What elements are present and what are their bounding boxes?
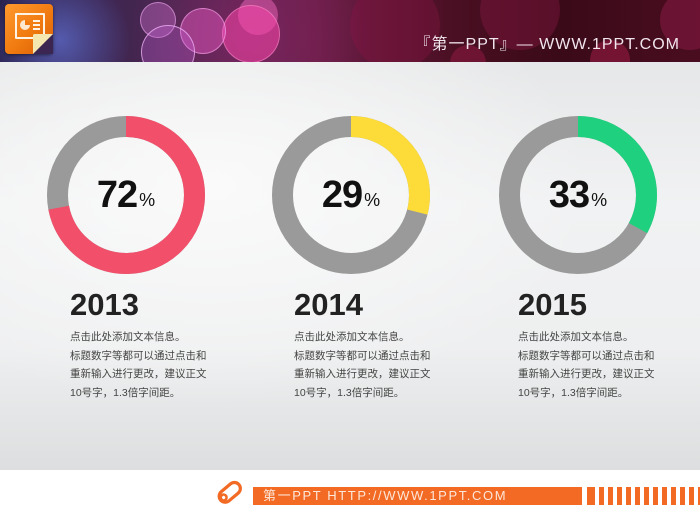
year-block-2015: 2015 点击此处添加文本信息。 标题数字等都可以通过点击和 重新输入进行更改，… [518,288,698,402]
description-line: 点击此处添加文本信息。 [518,331,634,343]
page-fold [33,34,53,54]
percent-value: 33 [548,173,590,216]
donut-chart-2013: 72% [47,116,207,274]
footer: 第一PPT HTTP://WWW.1PPT.COM [0,470,700,525]
description-line: 重新输入进行更改，建议正文 [518,368,655,380]
description-line: 标题数字等都可以通过点击和 [294,349,431,362]
footer-stripes [587,487,700,505]
year-heading: 2014 [294,287,363,322]
donut-chart-2014: 29% [272,116,432,274]
stripe [599,487,604,505]
bokeh-bubble [141,25,195,62]
stripe [644,487,649,505]
year-heading: 2013 [70,287,139,322]
slide-body: 72% 29% 33% 2013 [0,62,700,470]
bokeh-bubble [350,0,440,62]
donut-svg [47,116,205,274]
description-line: 重新输入进行更改，建议正文 [70,368,207,380]
donut-svg [272,116,430,274]
year-block-2013: 2013 点击此处添加文本信息。 标题数字等都可以通过点击和 重新输入进行更改，… [70,288,250,402]
percent-label: 29% [272,116,430,274]
stripe [617,487,622,505]
header-title: 『第一PPT』— WWW.1PPT.COM [414,36,680,53]
stripe [662,487,667,505]
stripe [635,487,640,505]
header-banner: 『第一PPT』— WWW.1PPT.COM [0,0,700,62]
powerpoint-icon [5,4,53,54]
percent-unit: % [364,189,381,210]
bokeh-bubble [590,40,630,62]
percent-value: 72 [96,173,138,216]
percent-unit: % [139,189,156,210]
description-line: 重新输入进行更改，建议正文 [294,368,431,380]
pencil-icon [217,480,242,504]
slide-glyph [15,13,45,39]
pie-glyph [20,20,30,30]
donut-chart-2015: 33% [499,116,659,274]
stripe [608,487,613,505]
percent-label: 72% [47,116,205,274]
donut-svg [499,116,657,274]
year-block-2014: 2014 点击此处添加文本信息。 标题数字等都可以通过点击和 重新输入进行更改，… [294,288,474,402]
description-line: 标题数字等都可以通过点击和 [518,349,655,362]
footer-url-label: 第一PPT HTTP://WWW.1PPT.COM [253,487,582,505]
stripe [626,487,631,505]
stripe [689,487,694,505]
bokeh-bubble [450,45,486,62]
percent-label: 33% [499,116,657,274]
stripe [653,487,658,505]
stripe [698,487,700,505]
description-text: 点击此处添加文本信息。 标题数字等都可以通过点击和 重新输入进行更改，建议正文 … [70,328,250,402]
description-text: 点击此处添加文本信息。 标题数字等都可以通过点击和 重新输入进行更改，建议正文 … [294,328,474,402]
description-line: 10号字，1.3倍字间距。 [70,386,181,399]
description-line: 标题数字等都可以通过点击和 [70,349,207,362]
description-line: 点击此处添加文本信息。 [294,331,410,343]
text-line-glyph [33,28,40,30]
bokeh-bubble [222,5,280,62]
stripe [587,487,595,505]
text-line-glyph [33,20,40,22]
percent-unit: % [591,189,608,210]
stripe [671,487,676,505]
description-text: 点击此处添加文本信息。 标题数字等都可以通过点击和 重新输入进行更改，建议正文 … [518,328,698,402]
year-heading: 2015 [518,287,587,322]
text-line-glyph [33,24,40,26]
percent-value: 29 [321,173,363,216]
description-line: 点击此处添加文本信息。 [70,331,186,343]
stripe [680,487,685,505]
description-line: 10号字，1.3倍字间距。 [294,386,405,399]
description-line: 10号字，1.3倍字间距。 [518,386,629,399]
